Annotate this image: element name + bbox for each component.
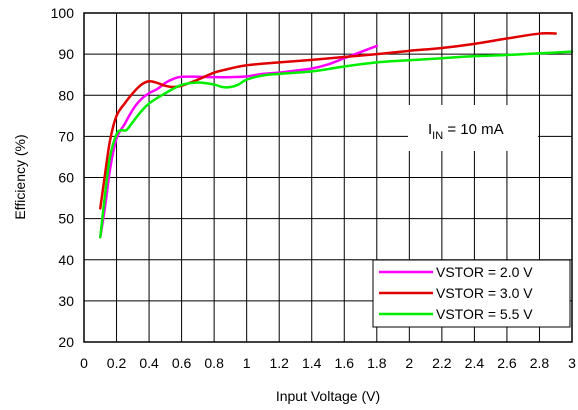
- x-tick-label: 1.6: [335, 355, 355, 371]
- y-tick-label: 40: [58, 252, 74, 268]
- legend-label: VSTOR = 2.0 V: [436, 264, 533, 280]
- annotation-text: IIN = 10 mA: [428, 121, 504, 142]
- annotation-background: [408, 105, 538, 151]
- legend-label: VSTOR = 5.5 V: [436, 306, 533, 322]
- x-tick-label: 2.2: [432, 355, 452, 371]
- x-tick-label: 0.8: [204, 355, 224, 371]
- x-tick-label: 2.8: [530, 355, 550, 371]
- x-tick-label: 0.4: [139, 355, 159, 371]
- annotation-subscript: IN: [432, 130, 443, 142]
- x-tick-label: 1.8: [367, 355, 387, 371]
- x-tick-label: 0: [80, 355, 88, 371]
- y-tick-label: 90: [58, 46, 74, 62]
- series-lines: [99, 31, 574, 239]
- y-axis-label: Efficiency (%): [12, 134, 28, 219]
- y-tick-label: 50: [58, 211, 74, 227]
- x-axis-label: Input Voltage (V): [276, 388, 380, 404]
- x-tick-label: 2.4: [465, 355, 485, 371]
- series-line: [99, 31, 557, 210]
- x-tick-label: 1.2: [269, 355, 289, 371]
- annotation-box: IIN = 10 mA: [408, 105, 538, 151]
- x-tick-label: 0.6: [172, 355, 192, 371]
- annotation-main: I: [428, 121, 432, 138]
- legend-label: VSTOR = 3.0 V: [436, 285, 533, 301]
- series-line: [99, 44, 379, 239]
- x-tick-label: 3: [568, 355, 576, 371]
- y-tick-label: 20: [58, 334, 74, 350]
- annotation-rest: = 10 mA: [443, 121, 503, 138]
- x-tick-label: 2.6: [497, 355, 517, 371]
- y-tick-label: 70: [58, 128, 74, 144]
- legend: VSTOR = 2.0 V VSTOR = 3.0 V VSTOR = 5.5 V: [372, 259, 571, 328]
- series-line: [99, 50, 574, 239]
- y-tick-label: 100: [51, 5, 75, 21]
- x-tick-label: 1.4: [302, 355, 322, 371]
- x-tick-label: 1: [243, 355, 251, 371]
- x-tick-label: 0.2: [107, 355, 127, 371]
- y-tick-label: 60: [58, 170, 74, 186]
- y-tick-label: 30: [58, 293, 74, 309]
- tick-labels: 0 0.2 0.4 0.6 0.8 1 1.2 1.4 1.6 1.8 2 2.2 2.4 2.6 2.8 3…: [51, 5, 576, 371]
- plot-frame: [83, 12, 573, 343]
- x-tick-label: 2: [405, 355, 413, 371]
- y-tick-label: 80: [58, 87, 74, 103]
